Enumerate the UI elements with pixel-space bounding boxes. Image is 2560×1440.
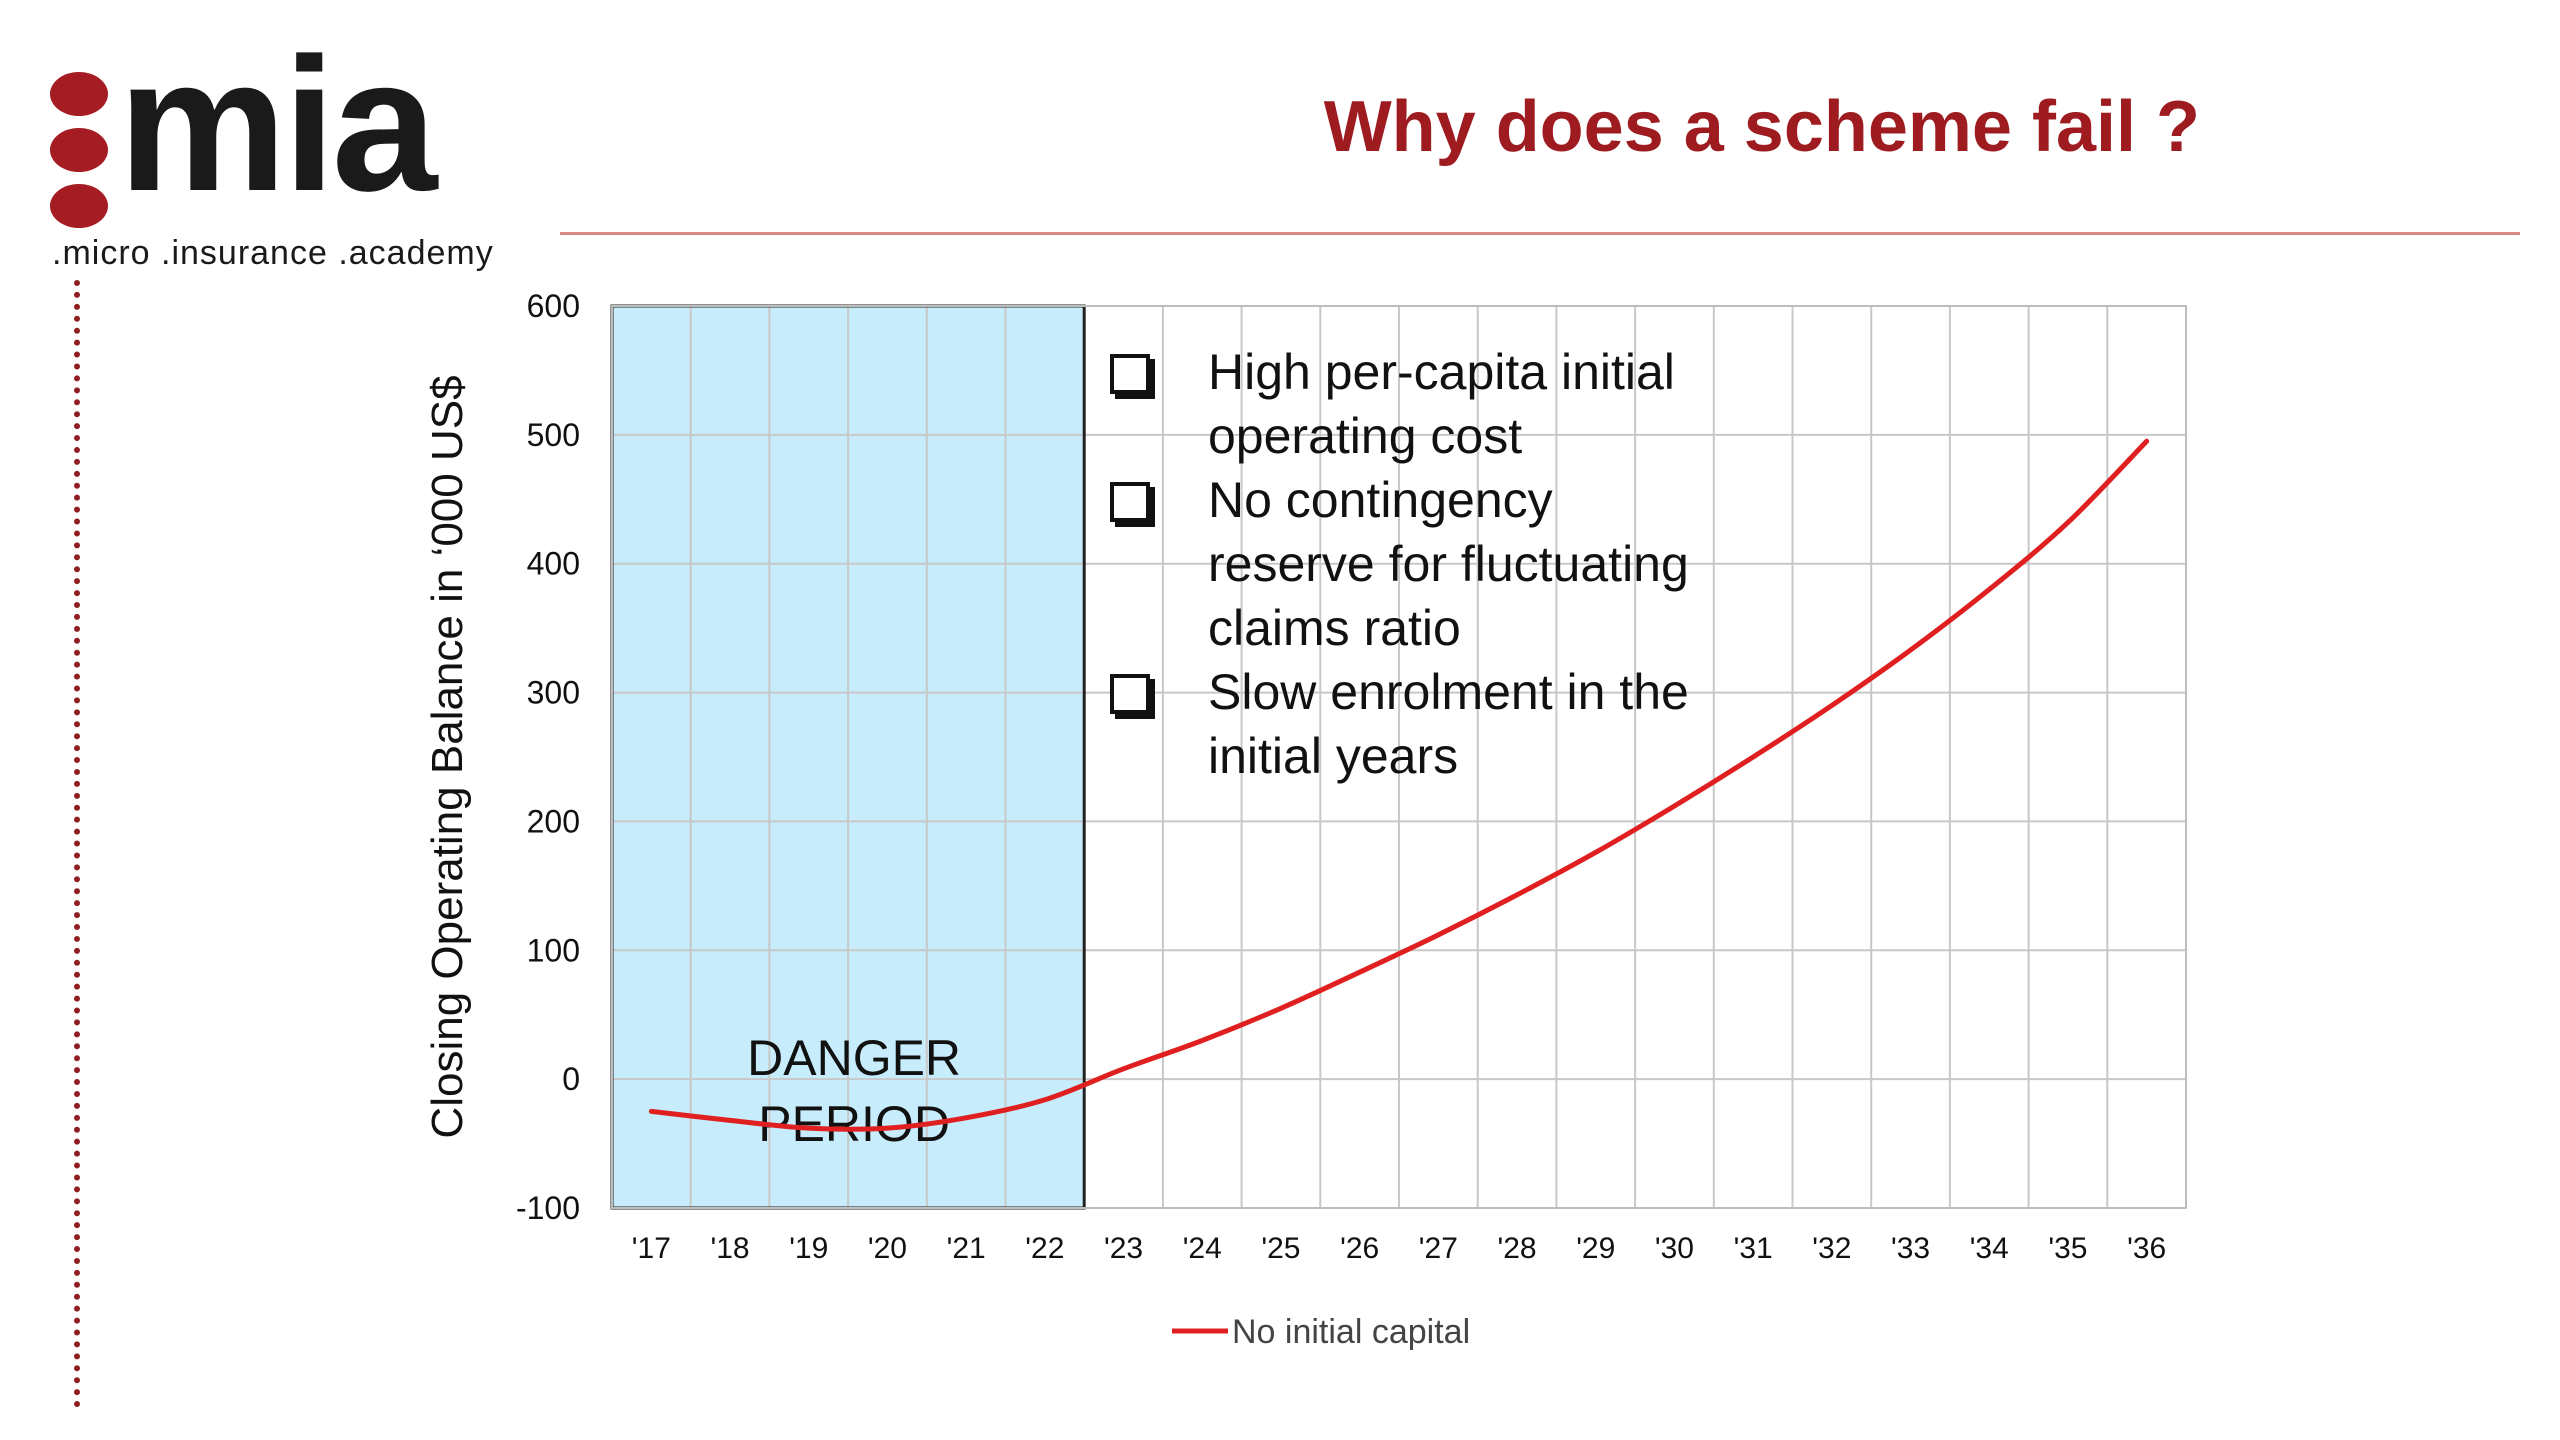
x-tick-label: '35 <box>2048 1232 2087 1265</box>
x-tick-label: '27 <box>1419 1232 1458 1265</box>
bullet-item: High per-capita initial operating cost <box>1110 340 1730 468</box>
bullet-list: High per-capita initial operating cost N… <box>1110 340 1730 788</box>
y-tick-label: 0 <box>562 1061 580 1097</box>
x-tick-label: '17 <box>632 1232 671 1265</box>
x-tick-label: '32 <box>1812 1232 1851 1265</box>
x-tick-label: '21 <box>947 1232 986 1265</box>
y-tick-label: 100 <box>527 932 580 968</box>
x-tick-label: '31 <box>1734 1232 1773 1265</box>
bullet-text: High per-capita initial operating cost <box>1208 344 1675 464</box>
y-tick-label: 500 <box>527 417 580 453</box>
logo-dot <box>50 128 108 172</box>
y-tick-label: 300 <box>527 675 580 711</box>
x-tick-label: '36 <box>2127 1232 2166 1265</box>
x-tick-label: '34 <box>1970 1232 2009 1265</box>
side-dotted-divider <box>74 280 80 1408</box>
x-tick-label: '30 <box>1655 1232 1694 1265</box>
x-tick-label: '22 <box>1025 1232 1064 1265</box>
x-tick-label: '26 <box>1340 1232 1379 1265</box>
y-tick-label: 400 <box>527 546 580 582</box>
series-line-no-initial-capital <box>648 438 2150 1132</box>
y-tick-label: 200 <box>527 803 580 839</box>
logo-dot <box>50 72 108 116</box>
plot-area-border <box>611 305 2187 1209</box>
y-axis-ticks: -100 0 100 200 300 400 500 600 <box>516 288 580 1226</box>
y-tick-label: -100 <box>516 1190 580 1226</box>
x-tick-label: '19 <box>789 1232 828 1265</box>
logo-dots <box>50 72 110 232</box>
header-divider <box>560 232 2520 235</box>
bullet-text: Slow enrolment in the initial years <box>1208 664 1689 784</box>
x-axis-ticks: '17 '18 '19 '20 '21 '22 '23 '24 '25 '26 '27 '28 '29 '… <box>632 1232 2166 1265</box>
bullet-text: No contingency reserve for fluctuating c… <box>1208 472 1689 656</box>
logo-tagline: .micro .insurance .academy <box>52 234 494 272</box>
logo-dot <box>50 184 108 228</box>
bullet-item: Slow enrolment in the initial years <box>1110 660 1730 788</box>
x-tick-label: '18 <box>710 1232 749 1265</box>
danger-label-line1: DANGER <box>747 1030 961 1086</box>
checkbox-bullet-icon <box>1110 354 1150 394</box>
legend-label: No initial capital <box>1232 1313 1470 1351</box>
x-tick-label: '28 <box>1497 1232 1536 1265</box>
slide-title: Why does a scheme fail ? <box>1323 87 2200 167</box>
x-tick-label: '29 <box>1576 1232 1615 1265</box>
x-tick-label: '25 <box>1261 1232 1300 1265</box>
x-tick-label: '33 <box>1891 1232 1930 1265</box>
y-tick-label: 600 <box>527 288 580 324</box>
logo-wordmark: mia <box>118 19 437 231</box>
bullet-item: No contingency reserve for fluctuating c… <box>1110 468 1730 660</box>
x-tick-label: '23 <box>1104 1232 1143 1265</box>
y-axis-label: Closing Operating Balance in ‘000 US$ <box>423 375 472 1138</box>
x-tick-label: '20 <box>868 1232 907 1265</box>
checkbox-bullet-icon <box>1110 482 1150 522</box>
checkbox-bullet-icon <box>1110 674 1150 714</box>
x-tick-label: '24 <box>1183 1232 1222 1265</box>
